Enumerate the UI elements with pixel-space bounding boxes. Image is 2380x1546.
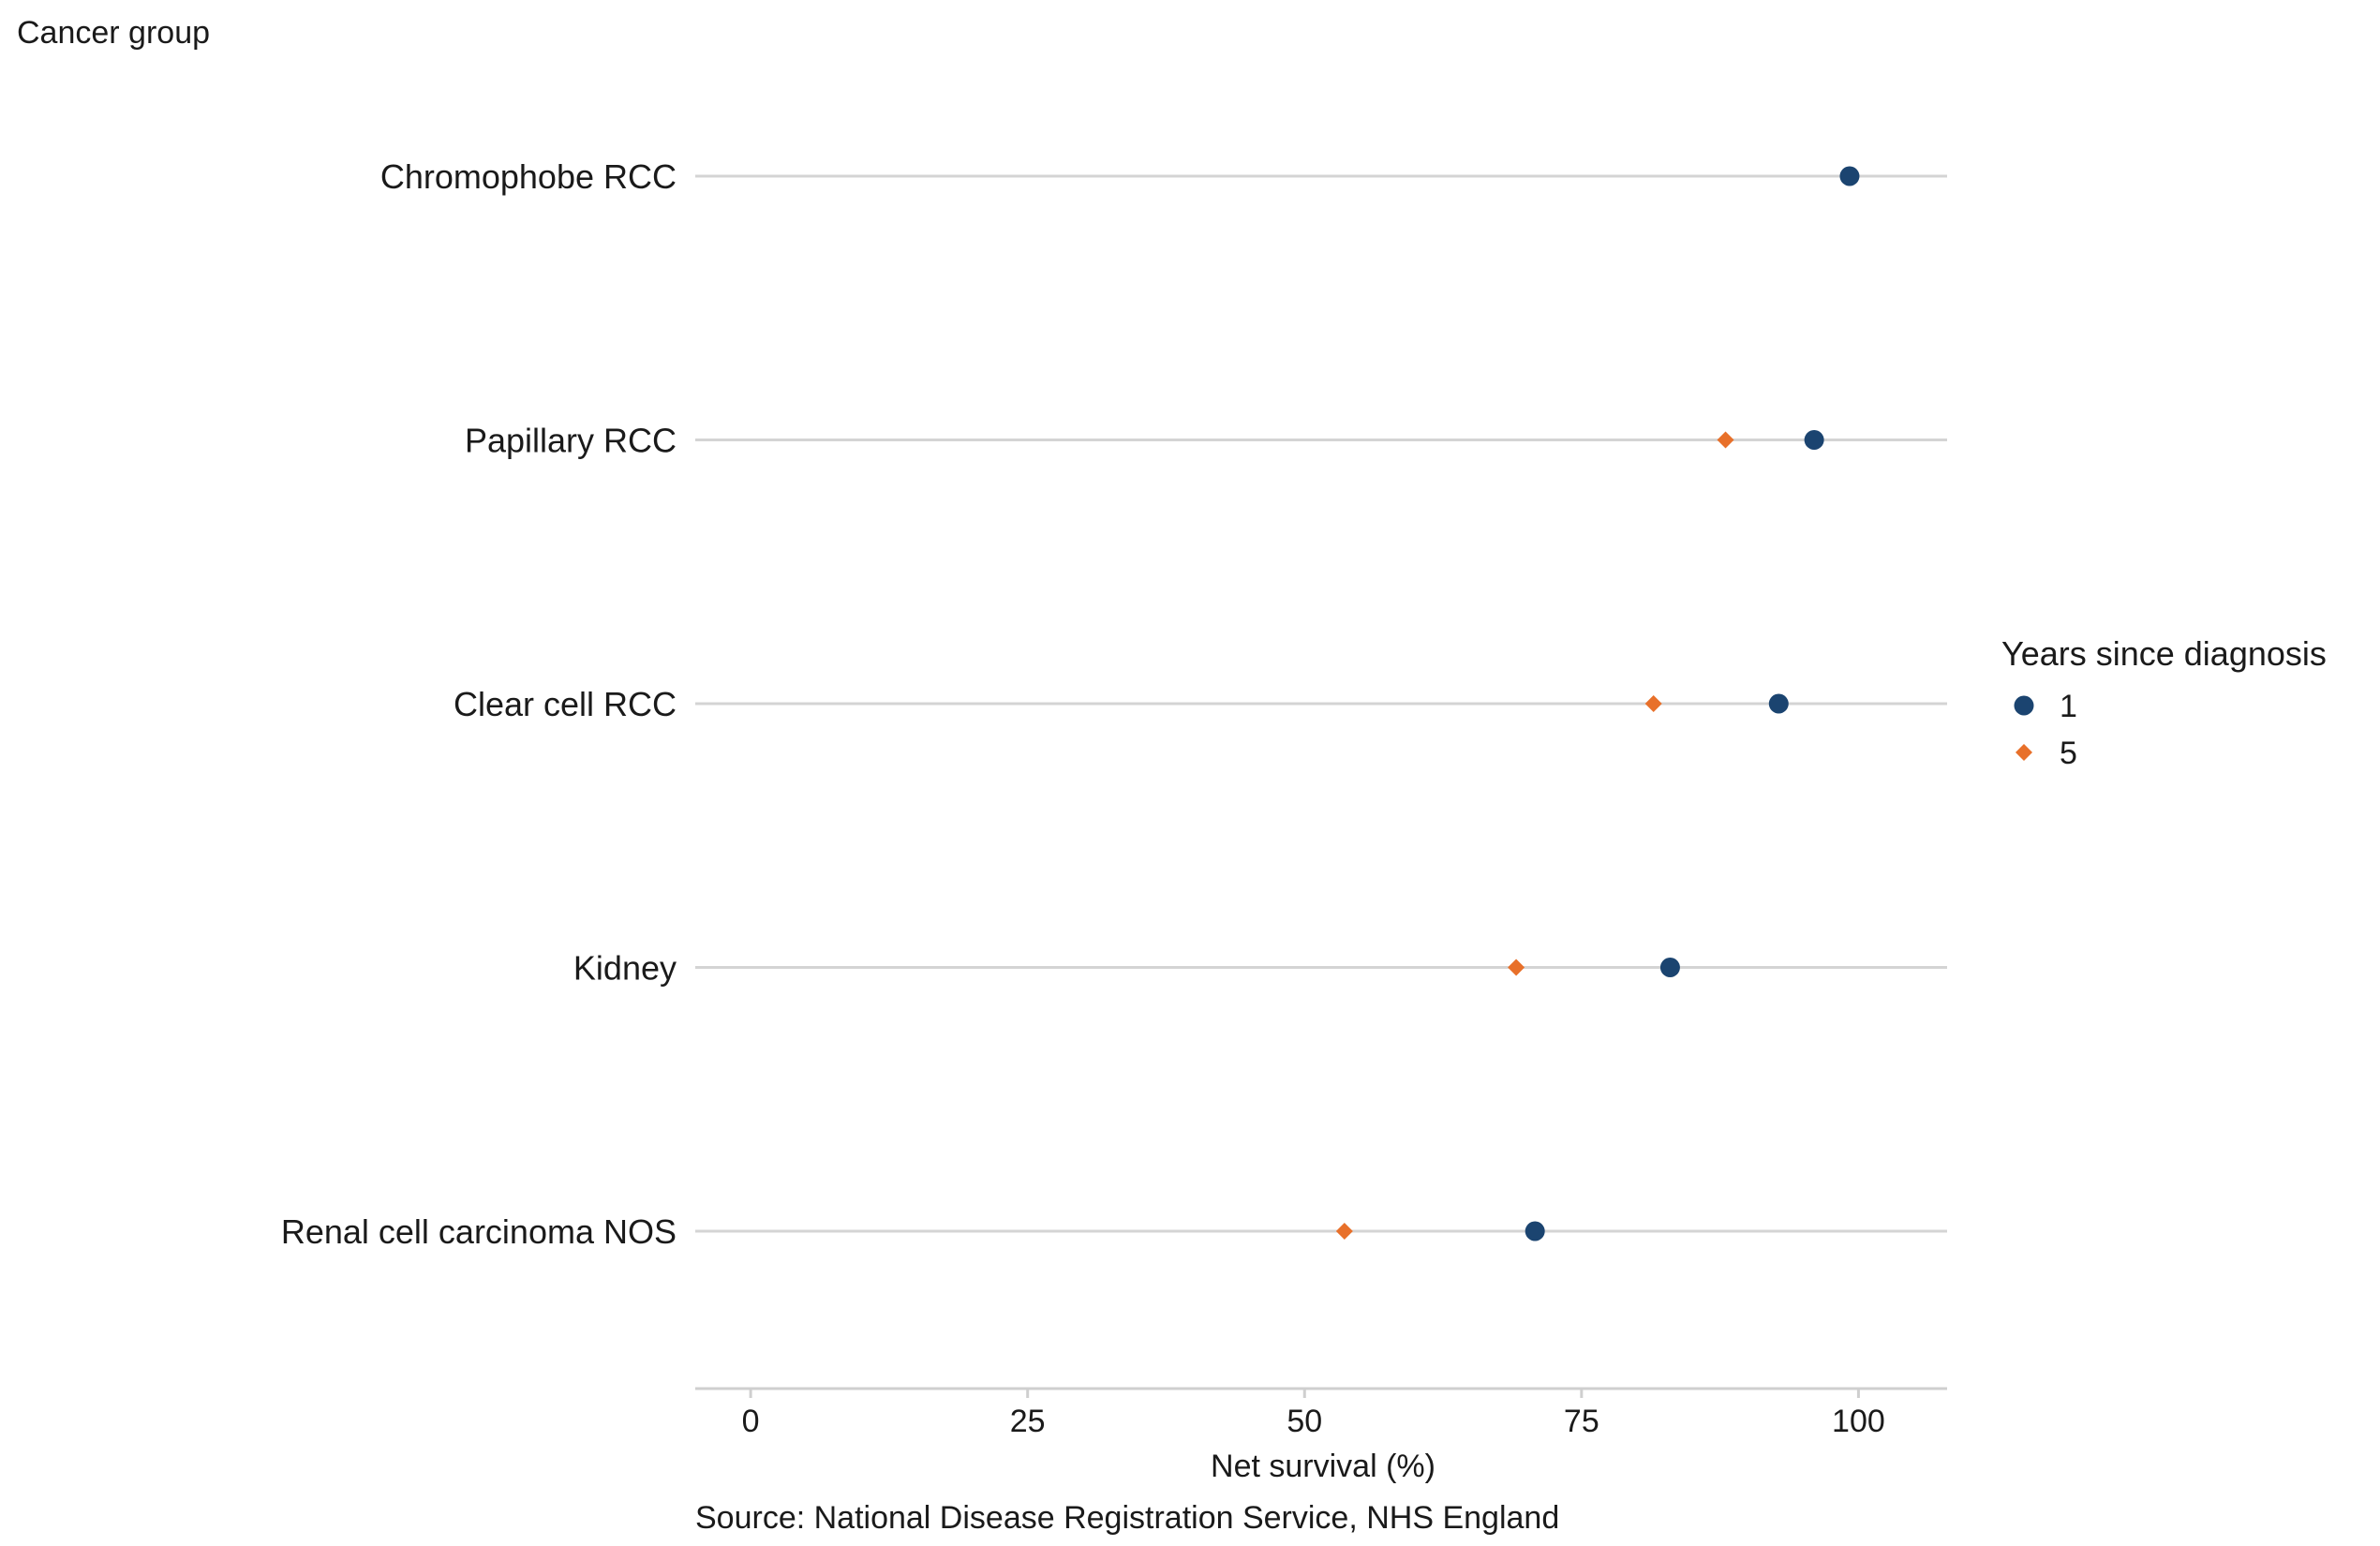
- y-axis-title: Cancer group: [17, 15, 210, 51]
- category-label-chromophobe-rcc: Chromophobe RCC: [380, 157, 677, 196]
- point-clear-cell-rcc-year-5: [1644, 695, 1662, 712]
- legend-marker-year-1: [2014, 695, 2034, 716]
- point-papillary-rcc-year-1: [1804, 430, 1824, 450]
- x-tick-label-25: 25: [1010, 1404, 1046, 1439]
- x-axis-ticks: 0 25 50 75 100: [742, 1389, 1885, 1439]
- data-points: [1335, 166, 1860, 1241]
- legend-label-year-1: 1: [2060, 689, 2077, 724]
- x-tick-label-75: 75: [1564, 1404, 1599, 1439]
- x-tick-label-100: 100: [1832, 1404, 1885, 1439]
- point-chromophobe-rcc-year-1: [1839, 166, 1860, 186]
- point-kidney-year-1: [1659, 958, 1680, 977]
- point-renal-cell-carcinoma-nos-year-1: [1525, 1221, 1545, 1241]
- category-label-kidney: Kidney: [573, 949, 677, 988]
- legend-items: 15: [2014, 689, 2077, 771]
- legend: Years since diagnosis 15: [2001, 634, 2327, 771]
- legend-marker-year-5: [2016, 744, 2032, 761]
- legend-title: Years since diagnosis: [2001, 634, 2327, 673]
- x-axis-title: Net survival (%): [1211, 1449, 1435, 1484]
- gridlines: [695, 174, 1947, 1233]
- point-clear-cell-rcc-year-1: [1768, 693, 1789, 714]
- point-kidney-year-5: [1508, 959, 1525, 976]
- x-tick-label-50: 50: [1287, 1404, 1322, 1439]
- category-labels: Chromophobe RCC Papillary RCC Clear cell R…: [281, 157, 677, 1251]
- legend-label-year-5: 5: [2060, 736, 2077, 771]
- category-label-renal-cell-carcinoma-nos: Renal cell carcinoma NOS: [281, 1212, 677, 1251]
- x-tick-label-0: 0: [742, 1404, 760, 1439]
- point-renal-cell-carcinoma-nos-year-5: [1335, 1223, 1353, 1240]
- category-label-papillary-rcc: Papillary RCC: [465, 422, 677, 460]
- source-note: Source: National Disease Registration Se…: [695, 1500, 1559, 1536]
- category-label-clear-cell-rcc: Clear cell RCC: [454, 685, 677, 723]
- point-papillary-rcc-year-5: [1717, 431, 1734, 449]
